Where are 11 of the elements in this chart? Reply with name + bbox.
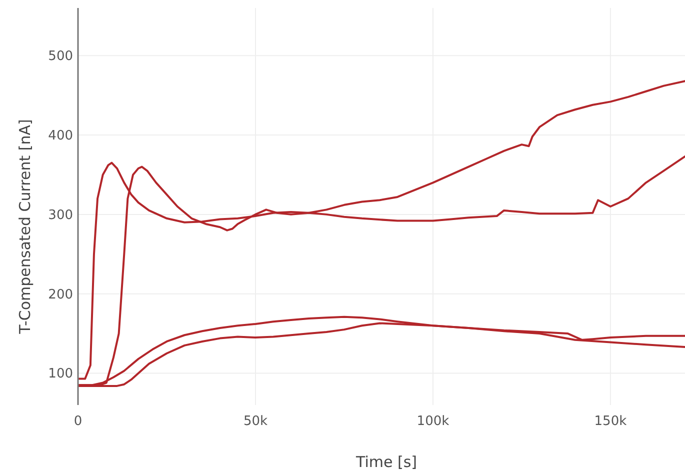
x-tick-label: 150k xyxy=(594,414,628,429)
y-axis-title: T-Compensated Current [nA] xyxy=(16,119,34,335)
y-tick-label: 200 xyxy=(48,287,73,302)
x-axis-title: Time [s] xyxy=(355,453,417,471)
y-tick-label: 100 xyxy=(48,366,73,382)
x-tick-label: 50k xyxy=(243,414,268,429)
y-tick-label: 400 xyxy=(48,128,73,144)
y-tick-label: 300 xyxy=(48,208,73,223)
y-tick-label: 500 xyxy=(48,49,73,64)
x-tick-label: 0 xyxy=(74,414,82,429)
x-tick-label: 100k xyxy=(416,414,450,429)
